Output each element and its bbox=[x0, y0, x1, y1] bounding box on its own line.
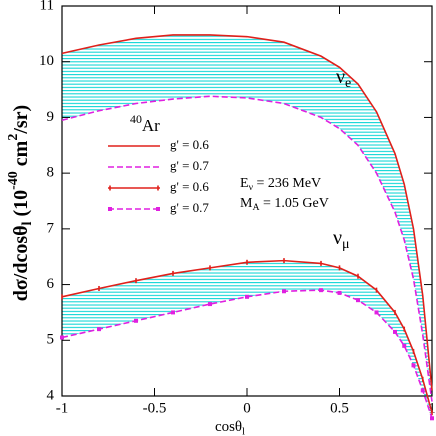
x-axis-label: cosθl bbox=[215, 419, 245, 436]
series-line bbox=[61, 289, 433, 419]
annotation-part: = 236 MeV bbox=[253, 176, 321, 191]
y-axis-label-part: cm bbox=[10, 140, 32, 171]
y-tick-label: 5 bbox=[47, 332, 55, 348]
annotation-part: μ bbox=[342, 237, 350, 252]
marker bbox=[430, 416, 434, 421]
y-tick-label: 8 bbox=[47, 165, 55, 181]
legend-label: g' = 0.6 bbox=[170, 137, 209, 152]
y-tick-label: 9 bbox=[47, 109, 55, 125]
annotation-part: E bbox=[240, 176, 249, 191]
marker bbox=[420, 388, 425, 393]
marker bbox=[245, 294, 249, 299]
y-axis-label-part: (10 bbox=[10, 190, 32, 222]
marker bbox=[337, 290, 342, 295]
marker bbox=[171, 310, 175, 315]
legend-marker bbox=[156, 207, 160, 211]
legend-title-part: 40 bbox=[130, 112, 142, 126]
y-axis-label-part: /sr) bbox=[10, 105, 32, 135]
y-axis-label-part: l bbox=[20, 221, 35, 225]
x-axis-label-part: l bbox=[242, 427, 245, 436]
annotation-part: M bbox=[240, 196, 253, 211]
y-tick-label: 11 bbox=[40, 0, 54, 13]
marker bbox=[282, 289, 286, 294]
legend-label: g' = 0.7 bbox=[170, 200, 209, 215]
marker bbox=[134, 318, 138, 323]
x-tick-label: -1 bbox=[56, 400, 69, 416]
y-axis-label-part: 2 bbox=[6, 134, 21, 141]
y-tick-label: 6 bbox=[47, 276, 55, 292]
marker bbox=[356, 298, 360, 303]
annotation: MA = 1.05 GeV bbox=[240, 196, 329, 213]
y-axis-label-part: -40 bbox=[6, 171, 21, 190]
annotation: Eν = 236 MeV bbox=[240, 176, 321, 193]
legend-label: g' = 0.7 bbox=[170, 158, 209, 173]
y-axis-label-part: dσ/dcosθ bbox=[10, 225, 32, 301]
marker bbox=[411, 363, 416, 368]
legend-title-part: Ar bbox=[142, 116, 160, 135]
annotation-part: ν bbox=[336, 66, 345, 88]
band-fill bbox=[62, 34, 432, 402]
x-tick-label: -0.5 bbox=[143, 400, 167, 416]
y-tick-label: 10 bbox=[39, 53, 54, 69]
x-tick-label: 1 bbox=[428, 400, 436, 416]
series-line bbox=[61, 34, 433, 391]
legend-title: 40Ar bbox=[130, 112, 160, 135]
annotation: νe bbox=[336, 66, 351, 92]
legend-marker bbox=[108, 207, 112, 211]
y-axis-label: dσ/dcosθl (10-40 cm2/sr) bbox=[6, 105, 35, 301]
band-fill bbox=[62, 260, 432, 419]
y-tick-label: 4 bbox=[47, 387, 55, 403]
bands bbox=[62, 34, 432, 419]
marker bbox=[60, 335, 64, 340]
annotation-part: A bbox=[252, 202, 259, 213]
annotation-part: ν bbox=[333, 227, 342, 249]
y-tick-label: 7 bbox=[47, 220, 55, 236]
marker bbox=[319, 288, 323, 293]
marker bbox=[208, 302, 212, 307]
marker bbox=[374, 310, 379, 315]
series-line bbox=[61, 95, 433, 402]
marker bbox=[402, 343, 407, 348]
marker bbox=[97, 327, 101, 332]
x-tick-label: 0.5 bbox=[330, 400, 349, 416]
legend-label: g' = 0.6 bbox=[170, 179, 209, 194]
annotation-part: ν bbox=[249, 182, 254, 193]
annotation-part: e bbox=[345, 76, 351, 91]
marker bbox=[393, 329, 397, 334]
x-axis-label-part: cosθ bbox=[215, 419, 242, 435]
annotation-part: = 1.05 GeV bbox=[260, 196, 329, 211]
x-tick-label: 0 bbox=[243, 400, 251, 416]
annotation: νμ bbox=[333, 227, 350, 253]
series-line bbox=[61, 259, 433, 413]
